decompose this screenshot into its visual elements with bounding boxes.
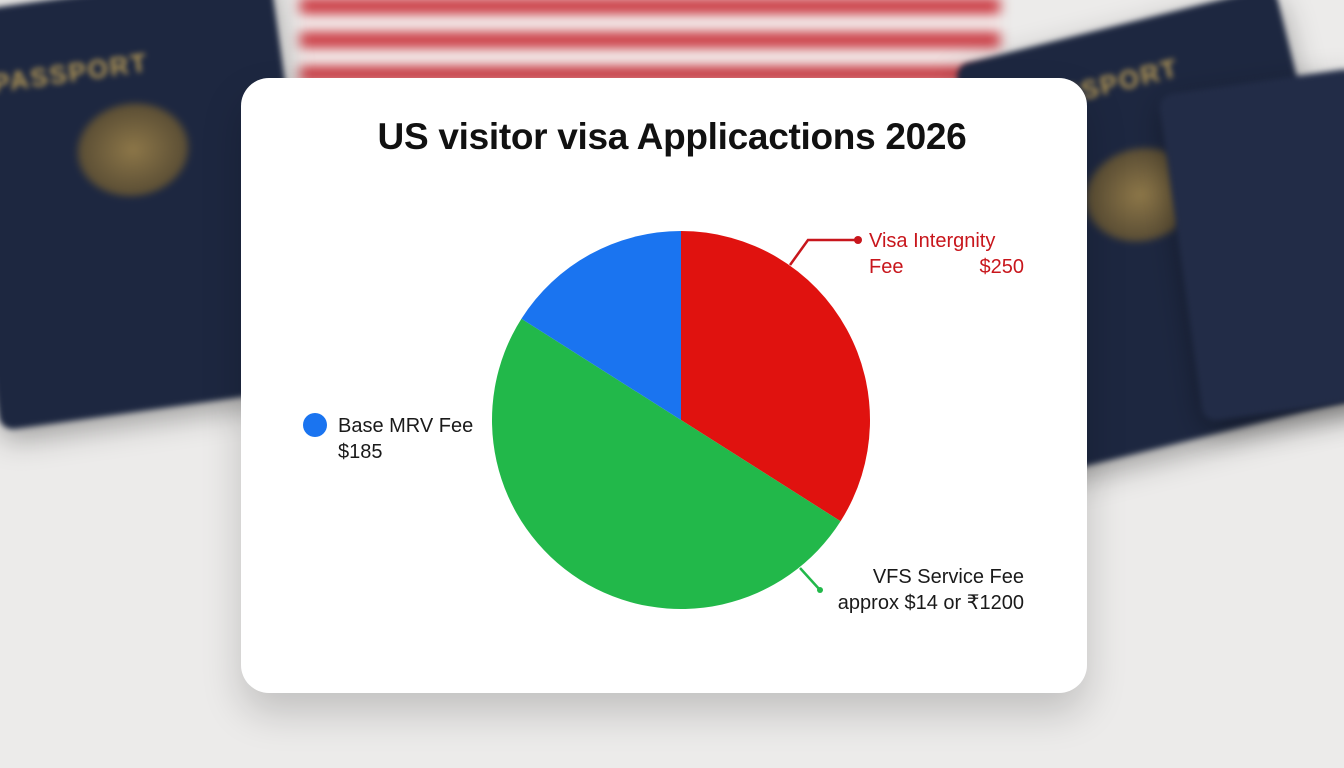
label-line1: Base MRV Fee — [338, 415, 474, 437]
leader-line-vfs — [799, 567, 821, 591]
label-base-mrv: Base MRV Fee $185 — [338, 413, 473, 465]
label-line2: $185 — [338, 441, 383, 463]
label-value: $250 — [979, 256, 1025, 278]
legend-marker-base-mrv — [303, 413, 327, 437]
leader-dot-vfs — [817, 587, 823, 593]
pie-slice-2 — [521, 231, 681, 420]
label-line1: VFS Service Fee — [872, 566, 1024, 588]
label-line1: Visa Intergnity — [869, 230, 996, 252]
chart-title: US visitor visa Applicactions 2026 — [377, 116, 967, 157]
label-line2-left: Fee — [869, 256, 904, 278]
label-line2: approx $14 or ₹1200 — [837, 592, 1024, 614]
pie-slice-0 — [681, 231, 870, 522]
leader-dot-base — [522, 423, 528, 429]
pie-slice-1 — [492, 318, 841, 609]
leader-line-integrity — [788, 238, 858, 266]
us-flag — [300, 0, 1000, 90]
leader-dot-integrity — [854, 236, 862, 244]
label-vfs-service: VFS Service Fee approx $14 or ₹1200 — [838, 564, 1024, 616]
label-visa-integrity: Visa Intergnity Fee $250 — [869, 228, 1029, 280]
